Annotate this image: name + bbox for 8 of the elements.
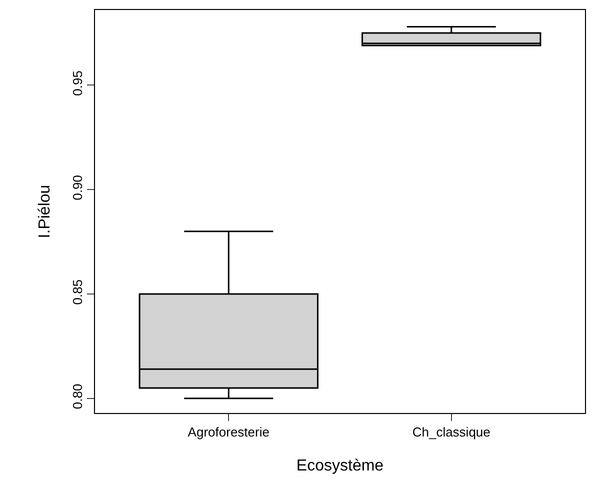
x-axis-title: Ecosystème [296,457,384,474]
x-tick-label: Ch_classique [412,424,490,440]
y-tick-label: 0.85 [70,279,85,305]
x-tick-label: Agroforesterie [188,424,270,440]
y-axis-title: I.Piélou [36,184,54,238]
y-tick-label: 0.90 [70,174,85,200]
y-tick-label: 0.95 [70,70,85,96]
y-tick-label: 0.80 [70,384,85,410]
